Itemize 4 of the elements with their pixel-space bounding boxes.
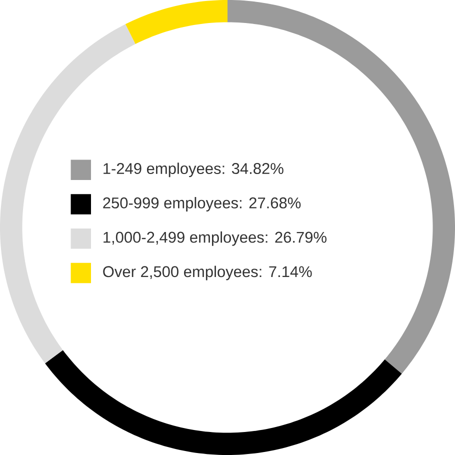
legend-label: 250-999 employees: 27.68% (103, 197, 301, 212)
legend-label: Over 2,500 employees: 7.14% (103, 266, 312, 280)
legend-label: 1,000-2,499 employees: 26.79% (104, 231, 326, 246)
legend-label: 1-249 employees: 34.82% (104, 162, 284, 178)
